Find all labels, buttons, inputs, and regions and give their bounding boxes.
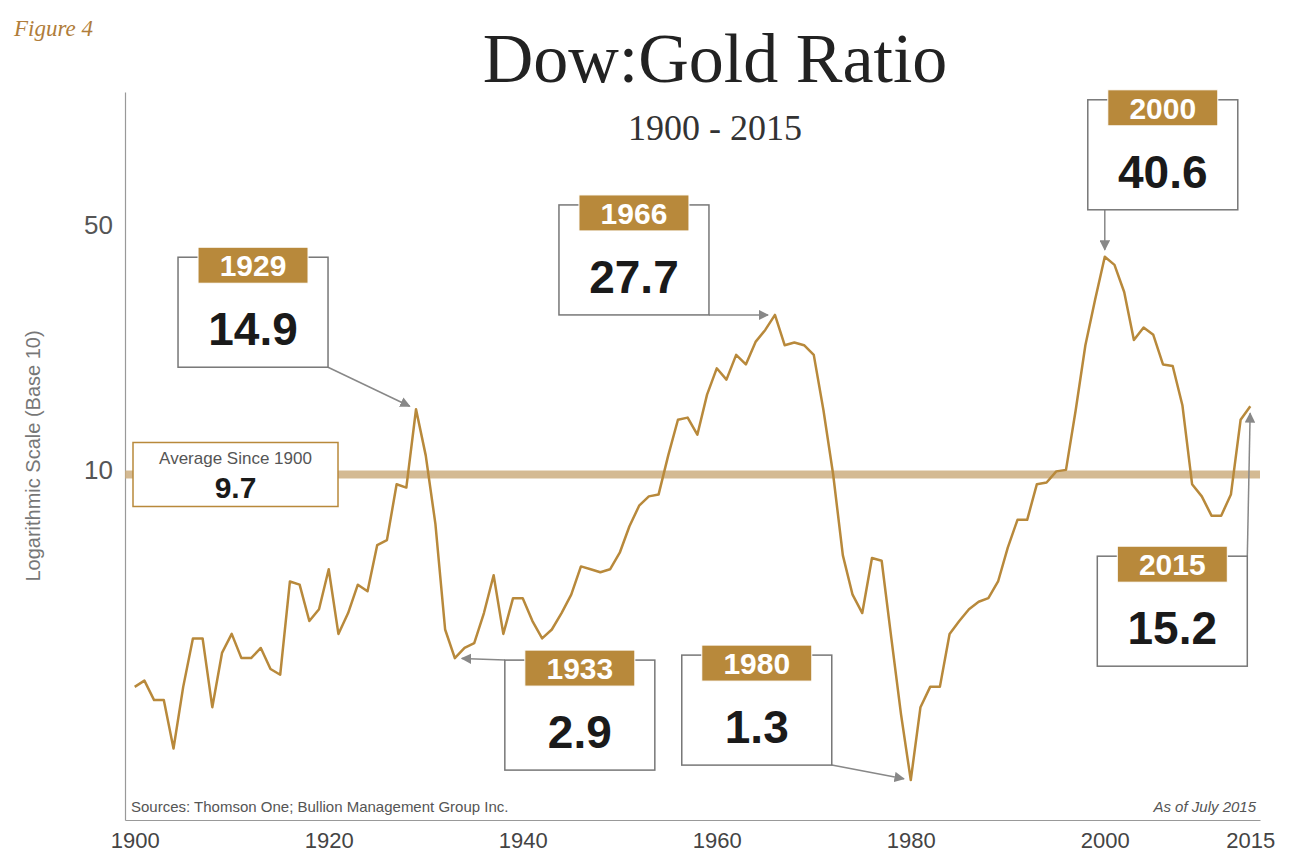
average-box xyxy=(133,442,338,506)
y-axis-line xyxy=(125,93,126,821)
subtitle: 1900 - 2015 xyxy=(628,108,802,148)
x-tick: 1920 xyxy=(305,820,354,853)
annotation-arrow xyxy=(462,658,505,660)
y-axis: 10 50 xyxy=(84,93,125,821)
x-tick-label: 1960 xyxy=(693,828,742,853)
x-tick: 2000 xyxy=(1081,820,1130,853)
annotation-year: 1929 xyxy=(220,249,287,282)
x-tick: 1980 xyxy=(887,820,936,853)
annotation-value: 2.9 xyxy=(548,706,612,758)
annotation-arrow xyxy=(832,765,904,779)
annotation-value: 40.6 xyxy=(1118,146,1208,198)
annotation-year-tag xyxy=(1108,90,1218,126)
annotation-year-tag xyxy=(579,195,689,231)
annotation-year: 1933 xyxy=(546,652,613,685)
source: Sources: Thomson One; Bullion Management… xyxy=(131,798,508,815)
y-tick-label: 10 xyxy=(84,455,113,485)
data-line xyxy=(135,257,1251,780)
annotation-year-tag xyxy=(525,650,635,686)
x-tick-label: 1920 xyxy=(305,828,354,853)
x-axis: 1900 1920 1940 1960 1980 2000 2015 xyxy=(111,820,1276,853)
average-label: Average Since 1900 xyxy=(159,449,312,468)
x-tick-label: 2000 xyxy=(1081,828,1130,853)
average-value: 9.7 xyxy=(215,471,257,504)
x-tick: 2015 xyxy=(1226,820,1275,853)
annotation-arrow xyxy=(328,367,410,406)
annotation: 2015 15.2 xyxy=(1097,413,1250,666)
annotation-value: 14.9 xyxy=(208,303,298,355)
annotation-value: 27.7 xyxy=(589,251,679,303)
annotation: 1929 14.9 xyxy=(178,247,410,406)
annotation-year: 1980 xyxy=(723,647,790,680)
note: As of July 2015 xyxy=(1152,798,1256,815)
y-tick: 50 xyxy=(84,210,125,240)
chart-container: Figure 4 Dow:Gold Ratio 1900 - 2015 10 50 190… xyxy=(0,0,1290,867)
background xyxy=(0,0,1290,867)
y-tick-label: 50 xyxy=(84,210,113,240)
x-tick: 1960 xyxy=(693,820,742,853)
annotation-year: 2000 xyxy=(1129,92,1196,125)
annotation-year-tag xyxy=(198,247,308,283)
x-axis-line xyxy=(126,820,1261,821)
x-tick: 1940 xyxy=(499,820,548,853)
annotation-arrow xyxy=(709,314,768,316)
annotation-year: 1966 xyxy=(601,197,668,230)
x-tick-label: 2015 xyxy=(1226,828,1275,853)
annotation-arrow xyxy=(1104,210,1106,250)
annotation: 1933 2.9 xyxy=(462,650,655,770)
figure-label: Figure 4 xyxy=(13,16,93,41)
annotation-value: 15.2 xyxy=(1128,602,1218,654)
x-tick-label: 1980 xyxy=(887,828,936,853)
y-axis-title: Logarithmic Scale (Base 10) xyxy=(22,330,44,581)
x-tick-label: 1940 xyxy=(499,828,548,853)
average-label-box: Average Since 1900 9.7 xyxy=(133,442,338,506)
annotation-year-tag xyxy=(702,645,812,681)
x-tick-label: 1900 xyxy=(111,828,160,853)
chart-svg: Figure 4 Dow:Gold Ratio 1900 - 2015 10 50 190… xyxy=(0,0,1290,867)
title: Dow:Gold Ratio xyxy=(483,20,948,97)
annotation-arrow xyxy=(1247,413,1250,556)
annotation: 1980 1.3 xyxy=(682,645,904,779)
annotation-year-tag xyxy=(1117,546,1227,582)
annotations: 192914.919332.9196627.719801.3200040.620… xyxy=(178,90,1250,779)
x-tick: 1900 xyxy=(111,820,160,853)
annotation-value: 1.3 xyxy=(725,701,789,753)
annotation: 1966 27.7 xyxy=(559,195,768,315)
y-tick: 10 xyxy=(84,455,125,485)
annotation: 2000 40.6 xyxy=(1088,90,1238,250)
annotation-year: 2015 xyxy=(1139,548,1206,581)
plot-area xyxy=(125,257,1260,780)
